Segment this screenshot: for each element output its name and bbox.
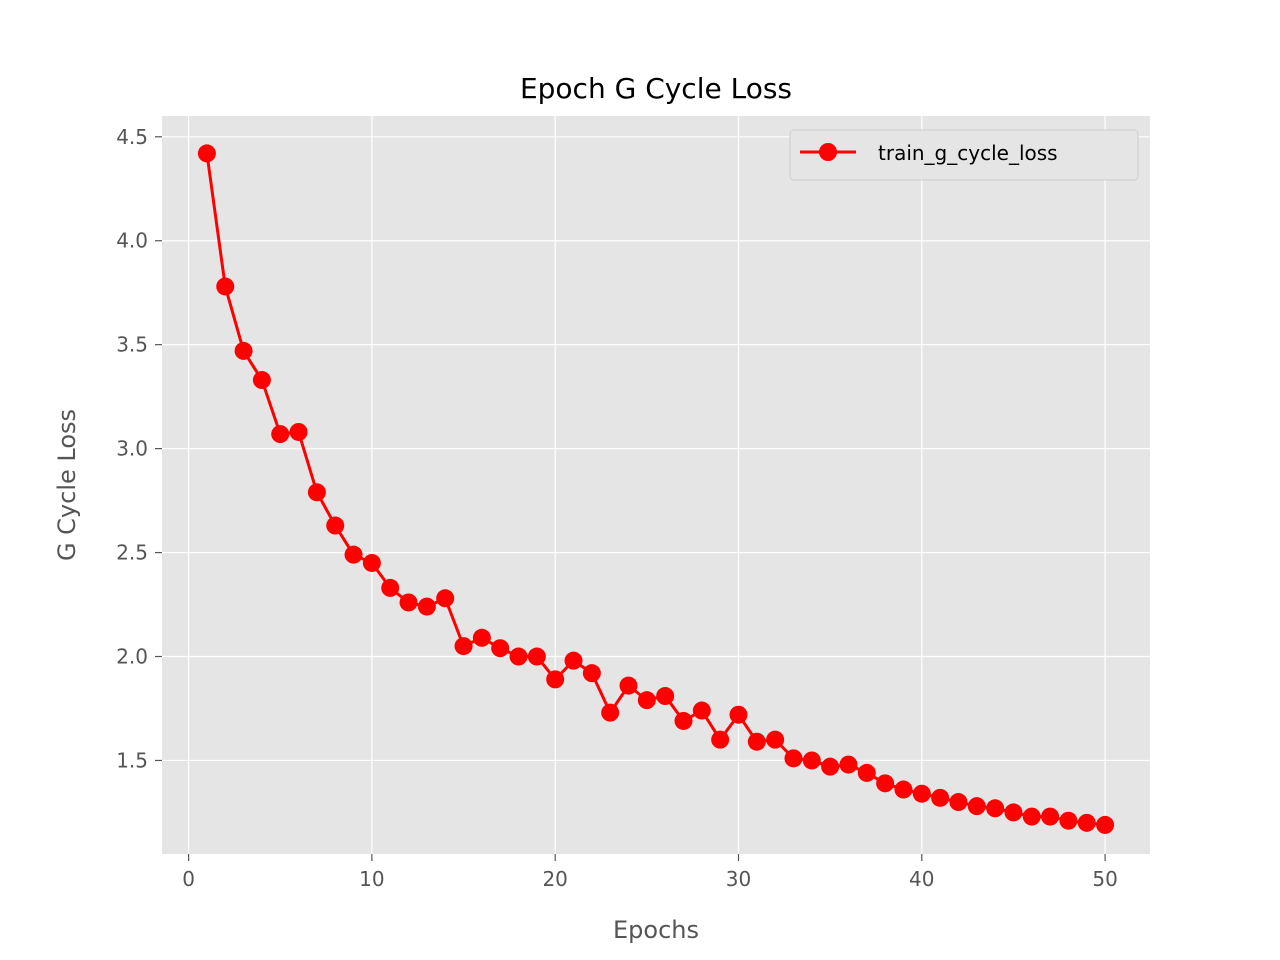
data-point [601,703,620,722]
data-point [454,637,473,656]
data-point [656,687,675,706]
data-point [857,763,876,782]
data-point [472,628,491,647]
x-tick-label: 20 [542,867,567,891]
data-point [894,780,913,799]
data-point [931,788,950,807]
y-axis-label: G Cycle Loss [53,409,81,561]
y-tick-label: 4.5 [116,125,148,149]
data-point [821,757,840,776]
data-point [912,784,931,803]
axis-ticks: 0 10 20 30 40 50 1.5 2.0 2.5 3.0 3.5 4.0 4.5 [116,125,1118,891]
y-tick-label: 1.5 [116,748,148,772]
data-point [326,516,345,535]
data-point [766,730,785,749]
data-point [674,711,693,730]
data-point [1041,807,1060,826]
data-point [436,589,455,608]
data-point [271,425,290,444]
legend-marker-train-g-cycle-loss [819,143,837,161]
data-point [619,676,638,695]
y-tick-label: 2.0 [116,645,148,669]
x-tick-label: 40 [909,867,934,891]
plot-area [162,116,1150,854]
data-point [509,647,528,666]
legend-box [789,129,1139,181]
data-point [216,277,235,296]
data-point [986,799,1005,818]
chart-title: Epoch G Cycle Loss [520,72,792,105]
x-axis-label: Epochs [613,916,699,944]
data-point [1004,803,1023,822]
y-tick-label: 3.0 [116,437,148,461]
data-point [692,701,711,720]
data-point [252,371,271,390]
data-point [747,732,766,751]
data-point [491,639,510,658]
data-point [399,593,418,612]
data-point [711,730,730,749]
legend-label-train-g-cycle-loss: train_g_cycle_loss [878,141,1058,165]
data-point [197,144,216,163]
data-point [1077,813,1096,832]
data-point [344,545,363,564]
data-point [546,670,565,689]
gridlines [162,116,1150,854]
data-point [564,651,583,670]
data-point [527,647,546,666]
data-point [637,691,656,710]
legend: train_g_cycle_loss [789,129,1139,181]
data-point [784,749,803,768]
data-point [234,341,253,360]
data-point [362,553,381,572]
data-point [289,422,308,441]
data-point [582,664,601,683]
data-point [1096,815,1115,834]
data-point [729,705,748,724]
data-point [967,797,986,816]
data-point [876,774,895,793]
series-layer [197,144,1115,834]
data-point [1022,807,1041,826]
data-point [307,483,326,502]
x-tick-label: 30 [726,867,751,891]
x-tick-label: 50 [1092,867,1117,891]
data-point [417,597,436,616]
y-tick-label: 4.0 [116,229,148,253]
data-point [949,793,968,812]
data-point [381,578,400,597]
data-point [802,751,821,770]
x-tick-label: 0 [182,867,195,891]
data-point [1059,811,1078,830]
y-tick-label: 2.5 [116,541,148,565]
data-point [839,755,858,774]
y-tick-label: 3.5 [116,333,148,357]
x-tick-label: 10 [359,867,384,891]
